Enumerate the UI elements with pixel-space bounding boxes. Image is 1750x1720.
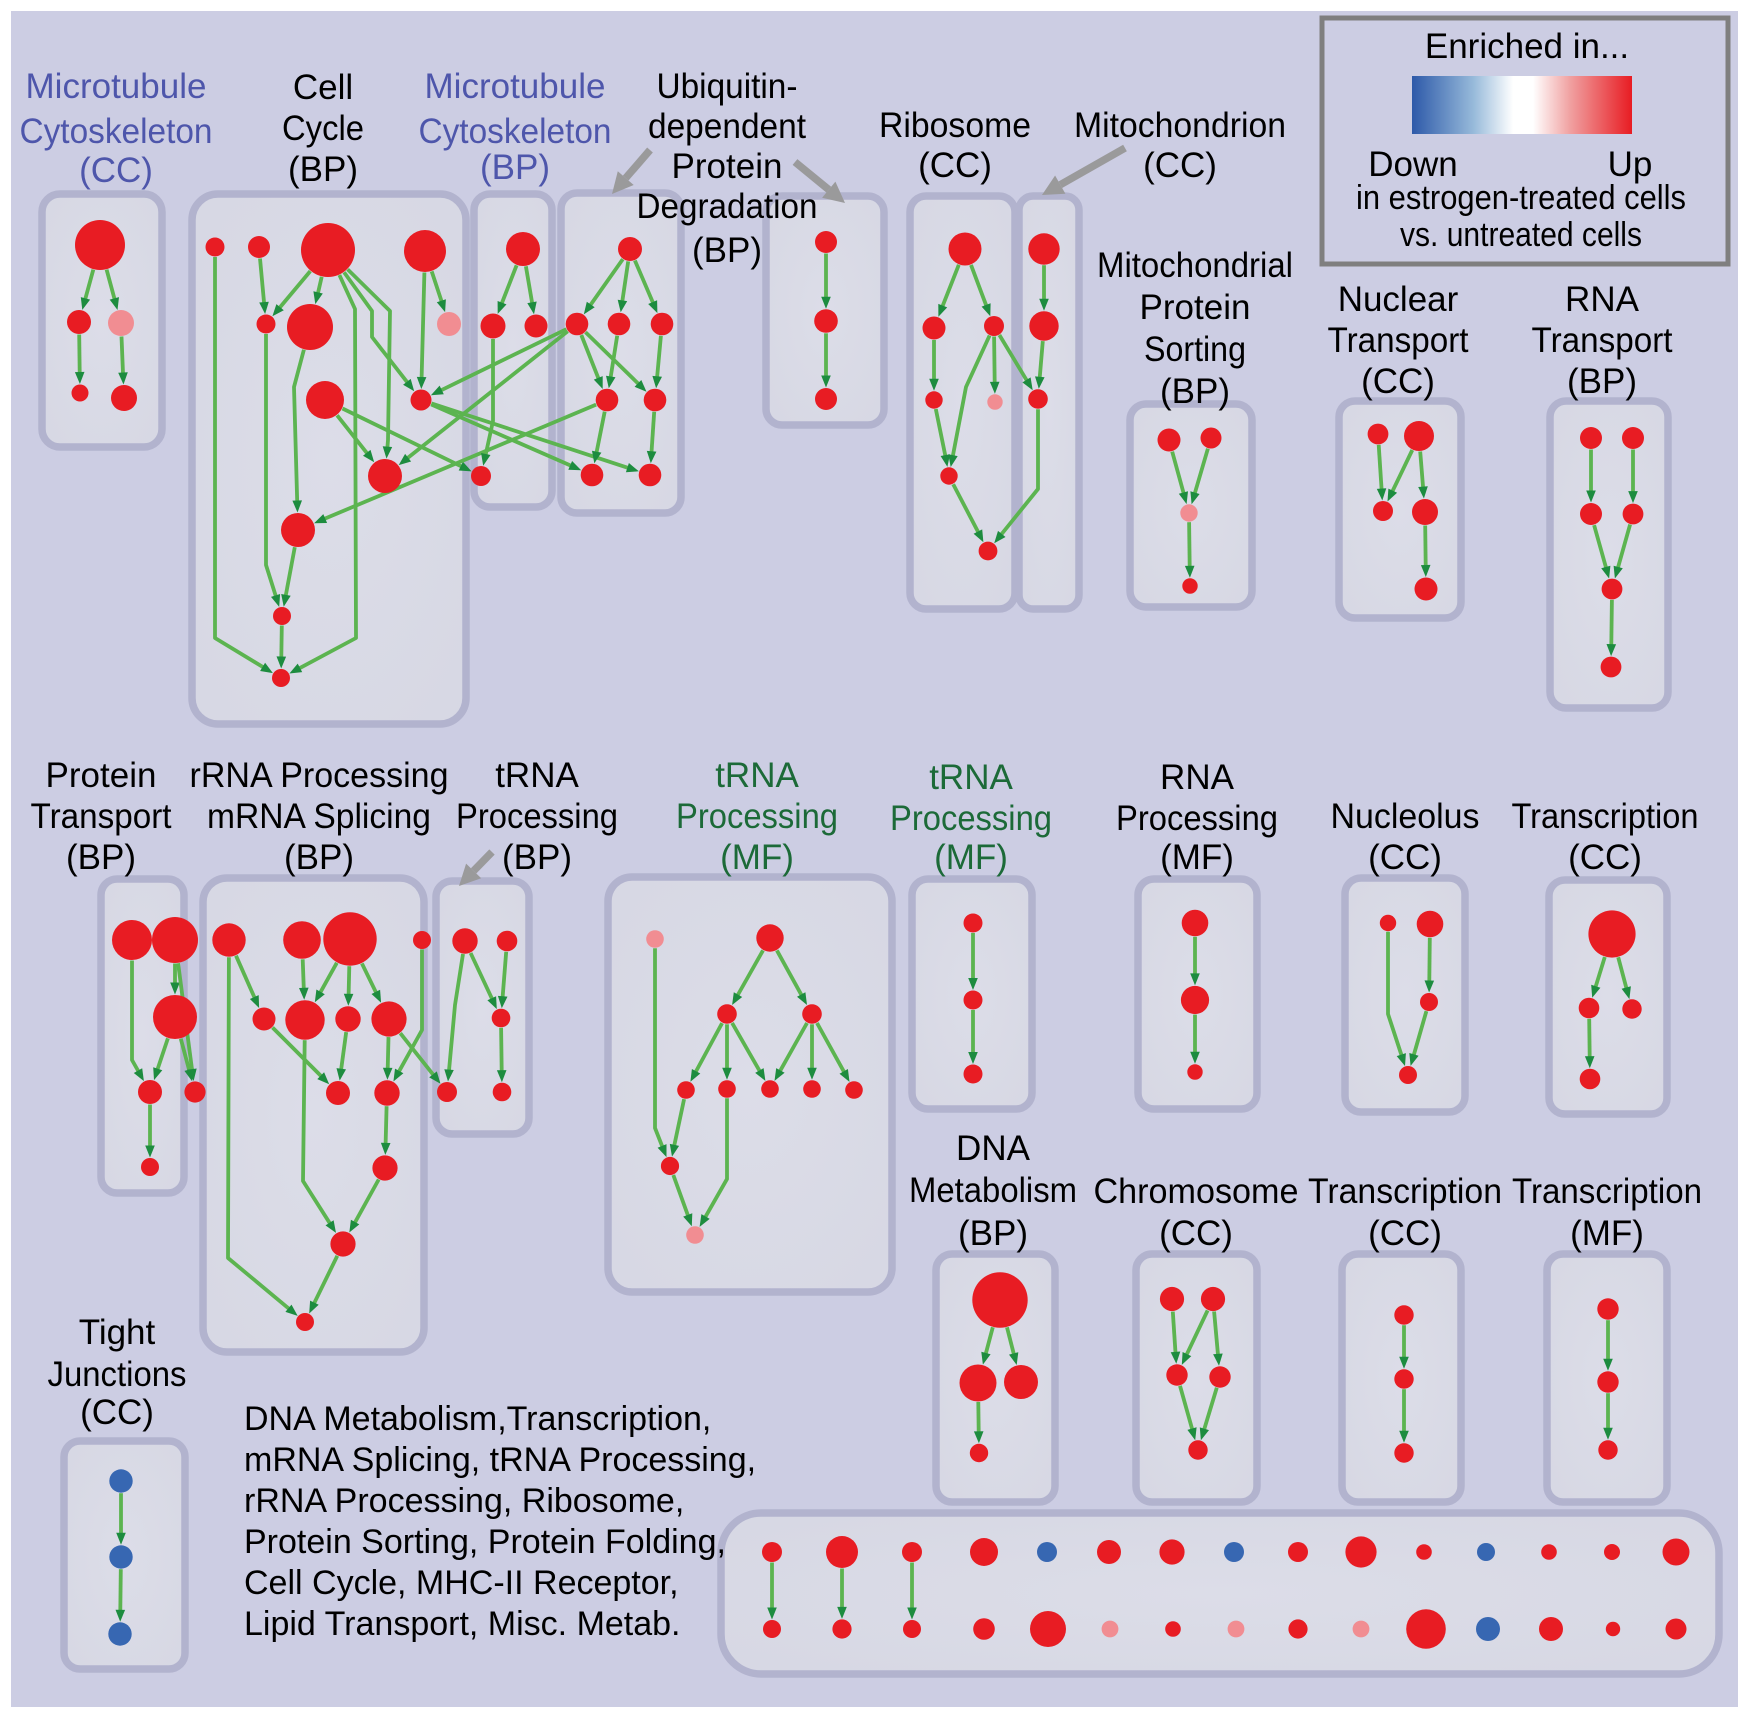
svg-text:(BP): (BP) (288, 150, 358, 189)
svg-text:(BP): (BP) (284, 838, 354, 877)
svg-text:(BP): (BP) (1567, 362, 1637, 401)
svg-text:Degradation: Degradation (637, 187, 818, 226)
svg-text:Chromosome: Chromosome (1094, 1172, 1299, 1211)
svg-text:(CC): (CC) (1361, 362, 1435, 401)
svg-text:(CC): (CC) (1368, 1214, 1442, 1253)
svg-text:(CC): (CC) (918, 146, 992, 185)
svg-text:Tight: Tight (79, 1313, 156, 1352)
svg-text:Cell: Cell (293, 68, 353, 107)
svg-text:Transcription: Transcription (1308, 1172, 1502, 1211)
svg-text:Cell Cycle, MHC-II Receptor,: Cell Cycle, MHC-II Receptor, (244, 1564, 679, 1602)
svg-text:Up: Up (1608, 145, 1653, 184)
svg-text:Lipid Transport, Misc. Metab.: Lipid Transport, Misc. Metab. (244, 1605, 681, 1643)
svg-text:Down: Down (1368, 145, 1457, 184)
svg-text:Transcription: Transcription (1512, 1172, 1702, 1211)
svg-text:(BP): (BP) (480, 148, 550, 187)
svg-text:(CC): (CC) (80, 1393, 154, 1432)
svg-text:(MF): (MF) (1570, 1214, 1644, 1253)
svg-text:Ubiquitin-: Ubiquitin- (657, 67, 798, 106)
svg-text:(BP): (BP) (692, 231, 762, 270)
svg-text:Transport: Transport (1328, 321, 1469, 360)
svg-text:rRNA Processing, Ribosome,: rRNA Processing, Ribosome, (244, 1482, 684, 1520)
svg-text:Protein Sorting, Protein Foldi: Protein Sorting, Protein Folding, (244, 1523, 726, 1561)
svg-text:RNA: RNA (1565, 280, 1640, 319)
svg-text:Nuclear: Nuclear (1338, 280, 1459, 319)
svg-text:(MF): (MF) (934, 838, 1008, 877)
svg-text:Junctions: Junctions (48, 1355, 187, 1394)
svg-text:vs. untreated cells: vs. untreated cells (1400, 216, 1642, 254)
svg-text:mRNA Splicing, tRNA Processing: mRNA Splicing, tRNA Processing, (244, 1441, 756, 1479)
svg-text:(MF): (MF) (720, 838, 794, 877)
svg-text:Processing: Processing (890, 799, 1052, 838)
svg-text:RNA: RNA (1160, 758, 1235, 797)
svg-text:Nucleolus: Nucleolus (1331, 797, 1480, 836)
svg-text:DNA: DNA (956, 1129, 1031, 1168)
svg-text:Processing: Processing (676, 797, 838, 836)
svg-text:Protein: Protein (46, 756, 157, 795)
svg-text:dependent: dependent (648, 107, 806, 146)
svg-text:Mitochondrial: Mitochondrial (1097, 246, 1293, 285)
svg-text:Cytoskeleton: Cytoskeleton (20, 112, 213, 151)
svg-text:Metabolism: Metabolism (909, 1171, 1077, 1210)
svg-text:Enriched in...: Enriched in... (1425, 27, 1629, 66)
svg-text:rRNA Processing: rRNA Processing (190, 756, 449, 795)
svg-text:DNA Metabolism,Transcription,: DNA Metabolism,Transcription, (244, 1400, 711, 1438)
svg-text:(CC): (CC) (1143, 146, 1217, 185)
svg-text:Mitochondrion: Mitochondrion (1074, 106, 1286, 145)
svg-text:Ribosome: Ribosome (879, 106, 1031, 145)
svg-text:Transport: Transport (31, 797, 172, 836)
svg-text:(BP): (BP) (502, 838, 572, 877)
svg-text:Cycle: Cycle (282, 109, 364, 148)
svg-text:Microtubule: Microtubule (425, 67, 606, 106)
svg-text:tRNA: tRNA (715, 756, 799, 795)
svg-text:Protein: Protein (672, 147, 783, 186)
svg-text:tRNA: tRNA (929, 758, 1013, 797)
svg-text:Processing: Processing (1116, 799, 1278, 838)
svg-text:(CC): (CC) (1159, 1214, 1233, 1253)
svg-text:Processing: Processing (456, 797, 618, 836)
svg-text:(CC): (CC) (1368, 838, 1442, 877)
svg-text:(BP): (BP) (958, 1214, 1028, 1253)
svg-text:Cytoskeleton: Cytoskeleton (419, 112, 612, 151)
svg-text:(CC): (CC) (1568, 838, 1642, 877)
svg-text:Transport: Transport (1532, 321, 1673, 360)
svg-text:(MF): (MF) (1160, 838, 1234, 877)
svg-text:in estrogen-treated cells: in estrogen-treated cells (1356, 179, 1686, 217)
svg-text:Transcription: Transcription (1512, 797, 1699, 836)
svg-text:Protein: Protein (1140, 288, 1251, 327)
svg-text:Sorting: Sorting (1144, 330, 1246, 369)
svg-text:(BP): (BP) (66, 838, 136, 877)
svg-text:(BP): (BP) (1160, 372, 1230, 411)
svg-text:(CC): (CC) (79, 151, 153, 190)
svg-text:Microtubule: Microtubule (26, 67, 207, 106)
svg-text:tRNA: tRNA (495, 756, 579, 795)
svg-text:mRNA Splicing: mRNA Splicing (207, 797, 431, 836)
